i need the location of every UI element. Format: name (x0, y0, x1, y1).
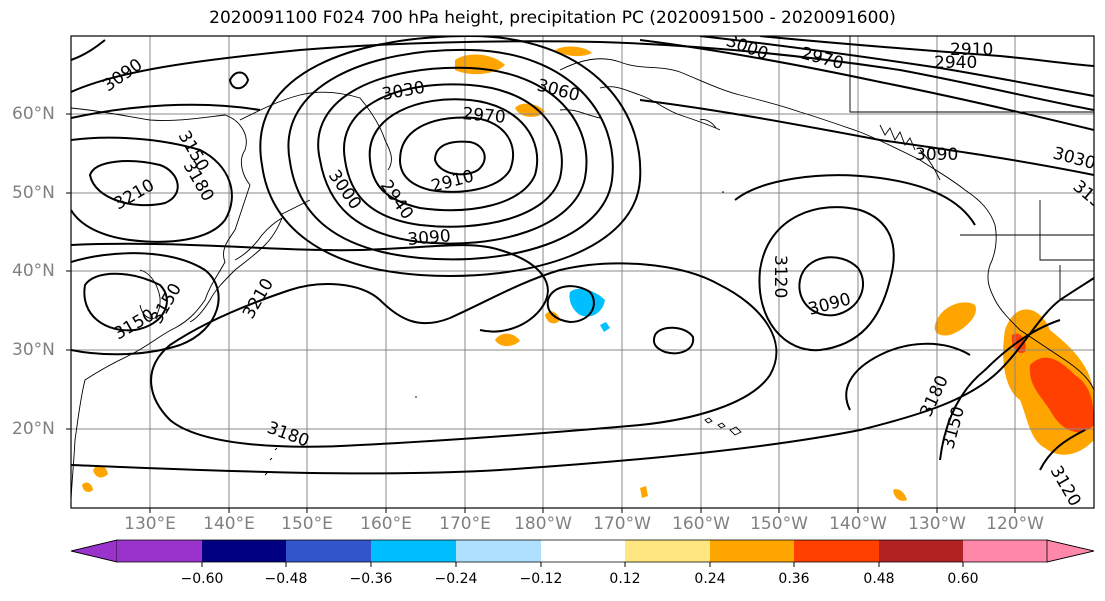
colorbar (70, 539, 1095, 567)
coastlines (71, 36, 1094, 501)
precip-shading (82, 46, 1094, 501)
colorbar-tick-label: −0.36 (349, 571, 393, 587)
lat-label: 60°N (12, 104, 55, 124)
lon-label: 180°W (514, 514, 572, 534)
lon-label: 140°E (203, 514, 255, 534)
lat-label: 50°N (12, 183, 55, 203)
lon-label: 160°W (672, 514, 730, 534)
colorbar-tick-label: 0.48 (863, 571, 895, 587)
contour-label: 3120 (770, 255, 790, 298)
colorbar-tick-label: 0.12 (609, 571, 641, 587)
lat-label: 40°N (12, 261, 55, 281)
contour-label: 2970 (462, 104, 507, 128)
map-frame (70, 35, 1095, 509)
contour-label: 2910 (950, 40, 993, 60)
lon-label: 150°W (750, 514, 808, 534)
map-title: 2020091100 F024 700 hPa height, precipit… (209, 8, 896, 28)
lon-label: 140°W (829, 514, 887, 534)
lon-label: 130°W (908, 514, 966, 534)
lon-label: 160°E (360, 514, 412, 534)
colorbar-tick-label: −0.48 (264, 571, 308, 587)
contour-label: 3090 (407, 226, 452, 250)
lon-label: 130°E (124, 514, 176, 534)
axis-ticks (66, 113, 1016, 513)
contour-label: 2940 (934, 53, 977, 73)
lon-label: 170°E (439, 514, 491, 534)
colorbar-tick-label: 0.36 (778, 571, 810, 587)
map-area: 3090 3030 3060 2970 3000 2970 2910 2940 … (71, 36, 1094, 508)
colorbar-tick-label: −0.60 (180, 571, 224, 587)
lat-label: 20°N (12, 419, 55, 439)
lon-label: 170°W (593, 514, 651, 534)
contour-label: 3090 (915, 145, 958, 165)
graticule (71, 36, 1094, 508)
colorbar-tick-label: −0.24 (434, 571, 478, 587)
colorbar-tick-label: 0.60 (947, 571, 979, 587)
lat-label: 30°N (12, 340, 55, 360)
height-contours (71, 36, 1094, 475)
lon-label: 120°W (986, 514, 1044, 534)
lon-label: 150°E (281, 514, 333, 534)
colorbar-tick-label: −0.12 (519, 571, 563, 587)
colorbar-tick-label: 0.24 (694, 571, 726, 587)
